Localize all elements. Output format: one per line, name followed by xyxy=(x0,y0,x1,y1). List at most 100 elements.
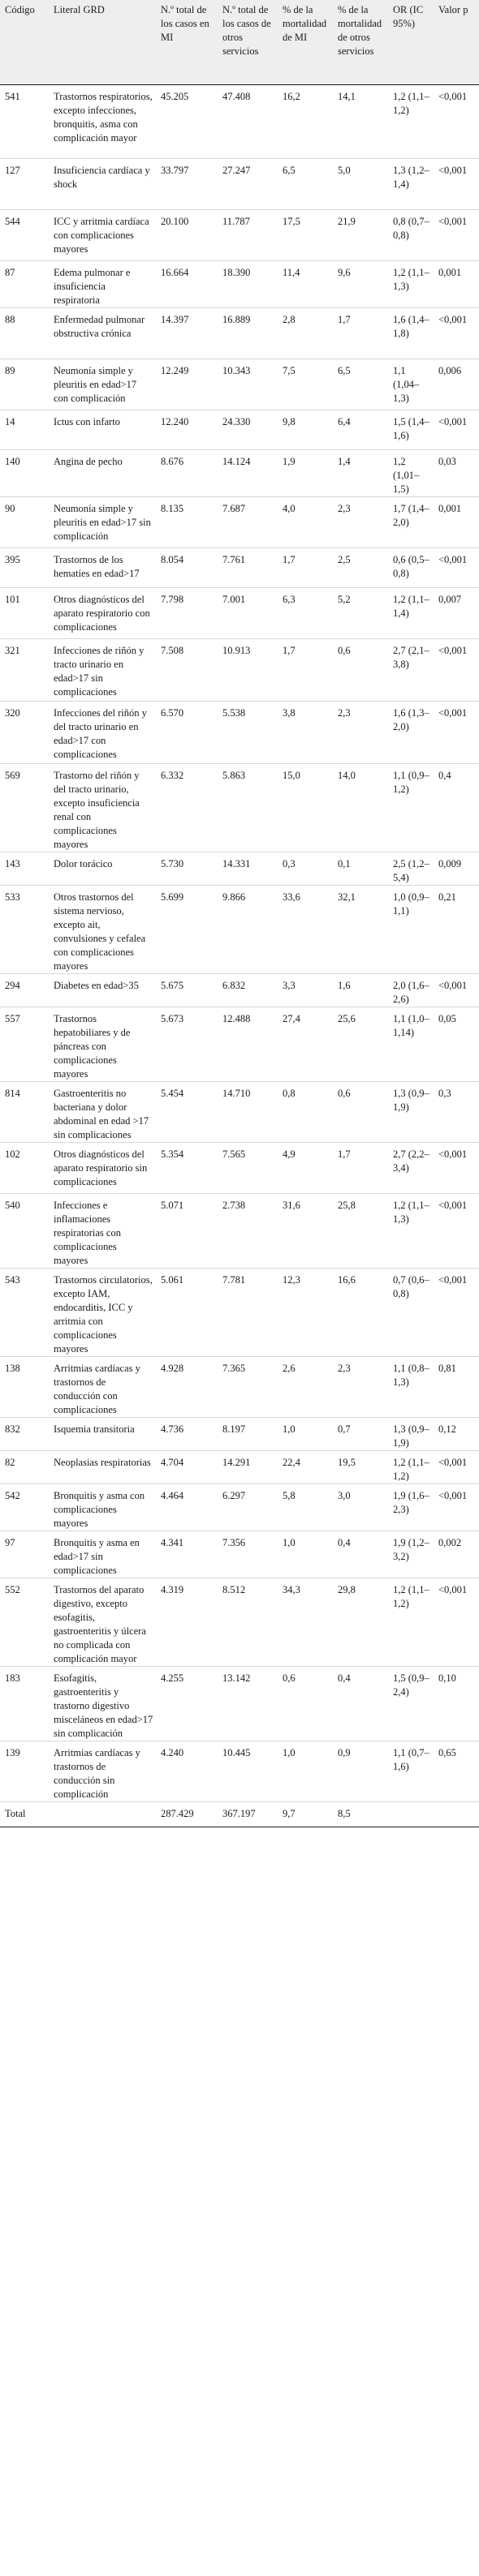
row-literal: Diabetes en edad>35 xyxy=(49,973,156,1007)
row-p-value: 0,006 xyxy=(434,358,479,410)
row-or-ic: 1,1 (0,8–1,3) xyxy=(388,1356,434,1418)
row-mi-total: 14.397 xyxy=(156,307,218,359)
row-mi-total: 4.341 xyxy=(156,1531,218,1578)
row-other-mortality: 0,6 xyxy=(333,638,388,702)
row-literal: Trastornos respiratorios, excepto infecc… xyxy=(49,84,156,159)
row-code: 552 xyxy=(0,1578,49,1667)
row-or-ic: 1,1 (0,7–1,6) xyxy=(388,1741,434,1802)
row-other-total: 10.343 xyxy=(218,358,278,410)
row-p-value: <0,001 xyxy=(434,1142,479,1194)
row-literal: Arritmias cardíacas y trastornos de cond… xyxy=(49,1741,156,1802)
row-other-mortality: 25,8 xyxy=(333,1193,388,1269)
row-other-total: 14.291 xyxy=(218,1450,278,1484)
header-other-total: N.º total de los casos de otros servicio… xyxy=(218,0,278,85)
row-or-ic: 1,3 (1,2–1,4) xyxy=(388,158,434,210)
row-code: 814 xyxy=(0,1081,49,1143)
row-mi-total: 6.570 xyxy=(156,701,218,764)
total-other-mortality: 8,5 xyxy=(333,1801,388,1827)
table-row: 82 Neoplasias respiratorias 4.704 14.291 22,… xyxy=(0,1450,479,1484)
row-literal: Trastornos circulatorios, excepto IAM, e… xyxy=(49,1268,156,1357)
total-p-value xyxy=(434,1801,479,1827)
row-literal: Isquemia transitoria xyxy=(49,1417,156,1451)
row-or-ic: 1,2 (1,1–1,3) xyxy=(388,1193,434,1269)
row-or-ic: 1,2 (1,1–1,2) xyxy=(388,1578,434,1667)
row-literal: Arritmias cardíacas y trastornos de cond… xyxy=(49,1356,156,1418)
row-mi-mortality: 0,3 xyxy=(278,852,333,886)
table-row: 14 Ictus con infarto 12.240 24.330 9,8 6,4 1,5… xyxy=(0,410,479,450)
row-or-ic: 1,0 (0,9–1,1) xyxy=(388,885,434,974)
row-p-value: 0,009 xyxy=(434,852,479,886)
row-p-value: 0,001 xyxy=(434,496,479,548)
row-or-ic: 1,5 (1,4–1,6) xyxy=(388,410,434,450)
row-other-mortality: 29,8 xyxy=(333,1578,388,1667)
row-or-ic: 1,5 (0,9–2,4) xyxy=(388,1666,434,1741)
row-or-ic: 2,7 (2,2–3,4) xyxy=(388,1142,434,1194)
row-mi-mortality: 16,2 xyxy=(278,84,333,159)
table-row: 557 Trastornos hepatobiliares y de páncre… xyxy=(0,1007,479,1082)
row-literal: ICC y arritmia cardíaca con complicacion… xyxy=(49,209,156,261)
table-body: 541 Trastornos respiratorios, excepto inf… xyxy=(0,84,479,1827)
row-mi-mortality: 6,5 xyxy=(278,158,333,210)
row-code: 183 xyxy=(0,1666,49,1741)
row-other-mortality: 21,9 xyxy=(333,209,388,261)
table-row: 544 ICC y arritmia cardíaca con complicac… xyxy=(0,209,479,261)
row-other-mortality: 3,0 xyxy=(333,1483,388,1531)
row-other-mortality: 9,6 xyxy=(333,260,388,308)
row-mi-mortality: 0,8 xyxy=(278,1081,333,1143)
row-literal: Enfermedad pulmonar obstructiva crónica xyxy=(49,307,156,359)
row-mi-total: 4.255 xyxy=(156,1666,218,1741)
row-or-ic: 1,2 (1,1–1,4) xyxy=(388,587,434,639)
row-mi-total: 7.508 xyxy=(156,638,218,702)
row-literal: Insuficiencia cardíaca y shock xyxy=(49,158,156,210)
row-p-value: 0,12 xyxy=(434,1417,479,1451)
row-mi-total: 5.454 xyxy=(156,1081,218,1143)
row-other-mortality: 14,0 xyxy=(333,763,388,852)
row-other-mortality: 1,6 xyxy=(333,973,388,1007)
row-mi-total: 6.332 xyxy=(156,763,218,852)
table-row: 569 Trastorno del riñón y del tracto urin… xyxy=(0,763,479,852)
row-code: 90 xyxy=(0,496,49,548)
row-literal: Infecciones de riñón y tracto urinario e… xyxy=(49,638,156,702)
row-or-ic: 1,6 (1,3–2,0) xyxy=(388,701,434,764)
row-code: 320 xyxy=(0,701,49,764)
row-p-value: <0,001 xyxy=(434,158,479,210)
table-row: 533 Otros trastornos del sistema nervioso… xyxy=(0,885,479,974)
grd-mortality-table: Código Literal GRD N.º total de los caso… xyxy=(0,0,479,1827)
row-code: 544 xyxy=(0,209,49,261)
row-mi-total: 33.797 xyxy=(156,158,218,210)
row-other-total: 5.863 xyxy=(218,763,278,852)
header-row: Código Literal GRD N.º total de los caso… xyxy=(0,0,479,85)
row-mi-total: 8.054 xyxy=(156,547,218,588)
row-code: 542 xyxy=(0,1483,49,1531)
row-p-value: <0,001 xyxy=(434,1268,479,1357)
row-other-total: 7.565 xyxy=(218,1142,278,1194)
row-other-mortality: 2,3 xyxy=(333,496,388,548)
row-other-total: 8.197 xyxy=(218,1417,278,1451)
header-other-mortality: % de la mortalidad de otros servicios xyxy=(333,0,388,85)
row-mi-total: 12.249 xyxy=(156,358,218,410)
row-literal: Edema pulmonar e insuficiencia respirato… xyxy=(49,260,156,308)
row-literal: Dolor torácico xyxy=(49,852,156,886)
table-row: 127 Insuficiencia cardíaca y shock 33.797 2… xyxy=(0,158,479,210)
header-or-ic: OR (IC 95%) xyxy=(388,0,434,85)
row-code: 139 xyxy=(0,1741,49,1802)
row-code: 543 xyxy=(0,1268,49,1357)
row-code: 321 xyxy=(0,638,49,702)
row-code: 832 xyxy=(0,1417,49,1451)
row-mi-mortality: 1,0 xyxy=(278,1417,333,1451)
row-mi-mortality: 1,9 xyxy=(278,449,333,497)
row-p-value: 0,03 xyxy=(434,449,479,497)
header-literal: Literal GRD xyxy=(49,0,156,85)
row-code: 541 xyxy=(0,84,49,159)
row-literal: Infecciones del riñón y del tracto urina… xyxy=(49,701,156,764)
table-row: 832 Isquemia transitoria 4.736 8.197 1,0 0,7 1… xyxy=(0,1417,479,1451)
row-p-value: 0,001 xyxy=(434,260,479,308)
row-mi-mortality: 7,5 xyxy=(278,358,333,410)
row-literal: Infecciones e inflamaciones respiratoria… xyxy=(49,1193,156,1269)
row-other-mortality: 1,4 xyxy=(333,449,388,497)
row-mi-mortality: 9,8 xyxy=(278,410,333,450)
row-or-ic: 1,3 (0,9–1,9) xyxy=(388,1417,434,1451)
row-or-ic: 1,1 (1,04–1,3) xyxy=(388,358,434,410)
row-p-value: 0,65 xyxy=(434,1741,479,1802)
row-p-value: <0,001 xyxy=(434,307,479,359)
